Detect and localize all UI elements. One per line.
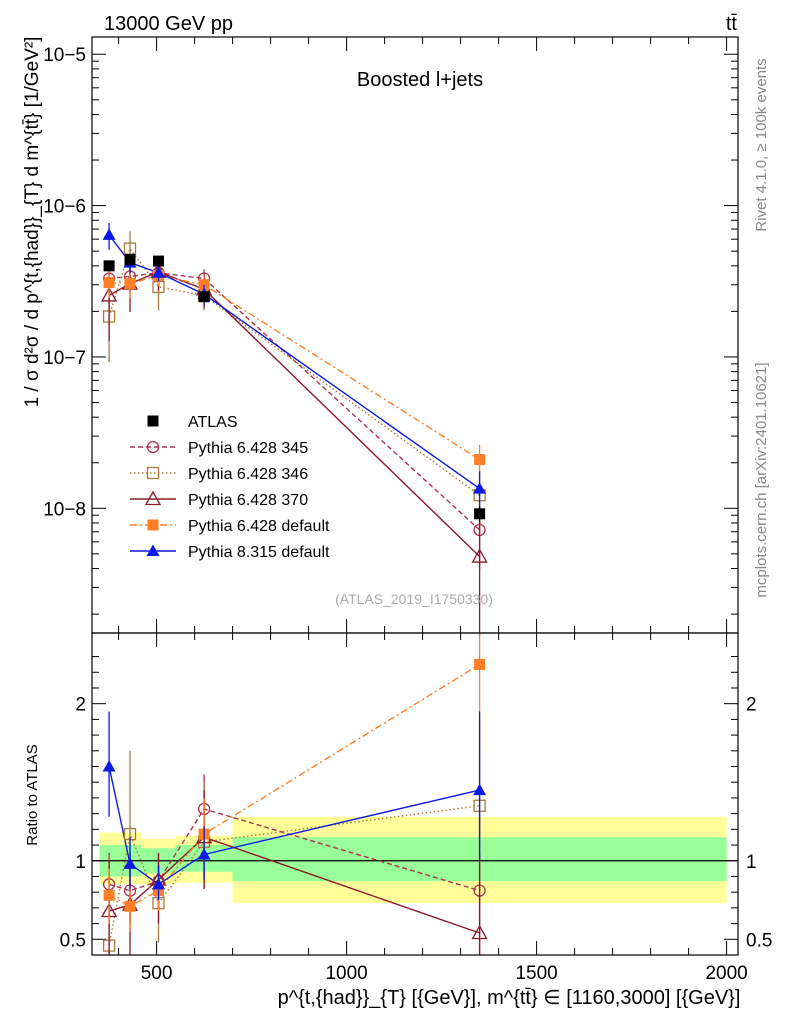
legend-label: Pythia 6.428 370 bbox=[188, 492, 308, 509]
main-title: Boosted l+jets bbox=[357, 69, 483, 91]
main-y-tick-label: 10−6 bbox=[43, 197, 86, 218]
main-data-point bbox=[474, 454, 486, 466]
main-data-point bbox=[103, 277, 115, 289]
x-tick-label: 500 bbox=[141, 963, 173, 984]
main-y-tick-label: 10−5 bbox=[43, 45, 86, 66]
legend: ATLAS Pythia 6.428 345 Pythia 6.428 346 Pyt… bbox=[130, 414, 330, 561]
main-y-axis-label: 1 / σ d²σ / d p^{t,{had}}_{T} d m^{tt̄} … bbox=[22, 37, 43, 408]
ratio-y-axis-label: Ratio to ATLAS bbox=[24, 744, 41, 845]
main-data-point bbox=[124, 278, 136, 290]
main-data-point bbox=[473, 482, 487, 494]
main-data-point bbox=[124, 254, 136, 266]
ratio-data-point bbox=[197, 847, 211, 860]
main-data-point bbox=[198, 291, 210, 303]
legend-label: Pythia 6.428 346 bbox=[188, 466, 308, 483]
energy-label: 13000 GeV pp bbox=[104, 13, 233, 35]
ratio-data-point bbox=[474, 658, 486, 670]
main-data-point bbox=[102, 228, 116, 240]
main-data-point bbox=[103, 260, 115, 272]
legend-marker bbox=[147, 519, 159, 531]
legend-marker bbox=[147, 415, 159, 427]
ratio-plot-frame bbox=[91, 632, 739, 956]
ratio-y-tick-label-right: 0.5 bbox=[746, 930, 772, 951]
main-panel: 10−8 10−7 10−6 10−5 Boosted l+jets (ATLAS_2… bbox=[22, 36, 739, 636]
ratio-y-tick-label-right: 1 bbox=[746, 852, 757, 873]
main-data-point bbox=[474, 508, 486, 520]
ratio-y-tick-label: 1 bbox=[75, 852, 86, 873]
ratio-data-point bbox=[471, 924, 488, 940]
mcplots-label: mcplots.cern.ch [arXiv:2401.10621] bbox=[753, 362, 770, 597]
ratio-panel: 0.5 0.5 1 1 2 2 500 1000 1500 2000 Ratio to ATLAS… bbox=[24, 632, 772, 1009]
legend-label: Pythia 6.428 default bbox=[188, 518, 330, 535]
main-y-tick-label: 10−7 bbox=[43, 348, 86, 369]
main-data-point bbox=[471, 548, 488, 563]
x-tick-label: 1500 bbox=[515, 963, 557, 984]
main-data-point bbox=[152, 266, 165, 278]
main-data-point bbox=[100, 287, 118, 302]
x-tick-label: 2000 bbox=[705, 963, 747, 984]
main-y-tick-label: 10−8 bbox=[43, 499, 86, 520]
main-data-point bbox=[198, 279, 210, 291]
ratio-data-point bbox=[102, 760, 116, 772]
legend-marker bbox=[144, 490, 162, 506]
legend-marker bbox=[146, 466, 160, 480]
x-tick-label: 1000 bbox=[325, 963, 367, 984]
ratio-y-tick-label: 2 bbox=[75, 695, 86, 716]
legend-marker bbox=[146, 440, 160, 454]
legend-label: Pythia 8.315 default bbox=[188, 544, 330, 561]
legend-label: Pythia 6.428 345 bbox=[188, 440, 308, 457]
ratio-y-tick-label: 0.5 bbox=[60, 930, 86, 951]
main-data-point bbox=[153, 255, 164, 267]
process-label: tt̄ bbox=[726, 13, 738, 35]
ratio-data-point bbox=[123, 857, 137, 869]
legend-marker bbox=[146, 544, 160, 556]
ratio-data-point bbox=[152, 877, 165, 890]
x-axis-label: p^{t,{had}}_{T} [{GeV}], m^{tt̄} ∈ [1160… bbox=[278, 987, 741, 1009]
legend-label: ATLAS bbox=[188, 414, 238, 431]
analysis-watermark: (ATLAS_2019_I1750330) bbox=[335, 591, 493, 607]
ratio-data-point bbox=[103, 889, 115, 901]
ratio-data-point bbox=[124, 900, 136, 912]
ratio-data-point bbox=[473, 783, 487, 796]
rivet-label: Rivet 4.1.0, ≥ 100k events bbox=[753, 58, 770, 231]
ratio-y-tick-label-right: 2 bbox=[746, 695, 757, 716]
